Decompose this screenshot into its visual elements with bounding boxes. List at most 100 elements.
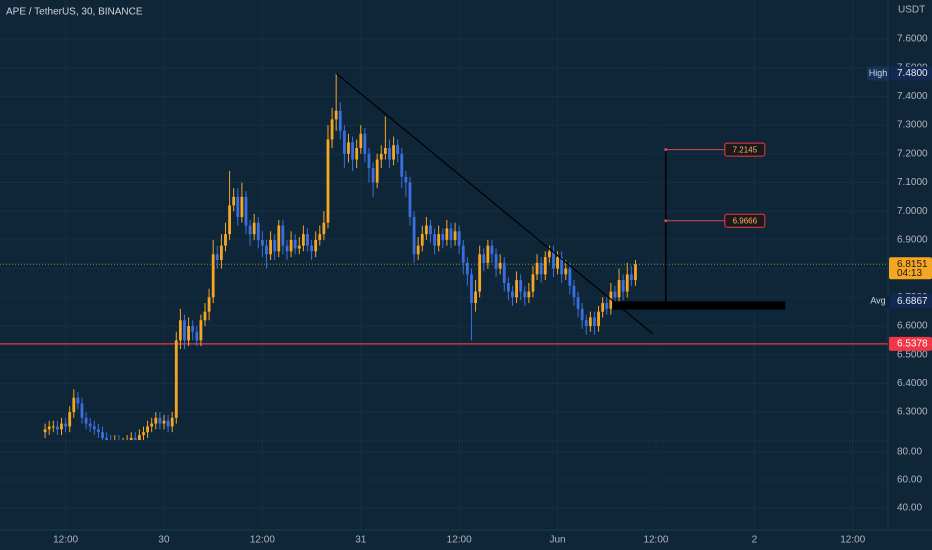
candle-body bbox=[388, 148, 391, 160]
candle-body bbox=[187, 326, 190, 341]
candle-body bbox=[634, 264, 637, 281]
x-tick-label: 2 bbox=[752, 535, 758, 546]
candle-body bbox=[564, 268, 568, 275]
candle-body bbox=[68, 412, 72, 427]
candle-body bbox=[420, 234, 424, 246]
target-label: 7.2145 bbox=[733, 145, 758, 154]
candle-body bbox=[474, 291, 477, 304]
candle-body bbox=[195, 331, 199, 341]
candle-body bbox=[224, 234, 227, 246]
candle-body bbox=[60, 423, 63, 430]
y-tick-label: 6.3000 bbox=[897, 407, 928, 418]
candle-body bbox=[375, 159, 379, 183]
candle-body bbox=[383, 148, 387, 154]
price-pane: 7.2145 6.9666 bbox=[0, 72, 888, 440]
candle-body bbox=[597, 311, 600, 327]
candle-body bbox=[453, 231, 457, 240]
avg-value-bg bbox=[890, 294, 932, 309]
candle-body bbox=[511, 291, 514, 298]
candle-body bbox=[318, 234, 322, 240]
candle-body bbox=[88, 423, 92, 427]
candle-body bbox=[260, 239, 264, 246]
high-tag-bg bbox=[867, 66, 889, 81]
candle-body bbox=[277, 225, 281, 252]
candle-body bbox=[416, 245, 420, 255]
candle-body bbox=[133, 437, 137, 440]
y-tick-label: 6.5000 bbox=[897, 349, 928, 360]
candle-body bbox=[502, 262, 506, 283]
grid-layer bbox=[0, 0, 888, 530]
candle-body bbox=[285, 245, 289, 252]
candle-body bbox=[306, 234, 309, 246]
candle-body bbox=[424, 225, 428, 235]
candle-body bbox=[625, 274, 629, 292]
candle-body bbox=[441, 234, 445, 240]
candle-body bbox=[445, 228, 449, 240]
candle-body bbox=[617, 280, 621, 298]
candle-body bbox=[494, 254, 498, 269]
candle-body bbox=[248, 225, 252, 235]
candle-body bbox=[281, 225, 285, 246]
x-tick-label: 12:00 bbox=[250, 535, 275, 546]
target-dot bbox=[664, 148, 668, 152]
candle-body bbox=[482, 254, 486, 263]
high-tag: High bbox=[869, 68, 888, 78]
candle-body bbox=[211, 254, 215, 298]
candle-body bbox=[55, 426, 59, 430]
candle-body bbox=[568, 268, 572, 286]
candle-body bbox=[101, 432, 104, 438]
candle-body bbox=[80, 403, 84, 418]
candle-body bbox=[244, 196, 248, 226]
candle-body bbox=[199, 320, 203, 341]
trendline bbox=[335, 72, 654, 335]
x-tick-label: 12:00 bbox=[840, 535, 865, 546]
candle-body bbox=[490, 245, 494, 255]
candle-body bbox=[142, 432, 145, 436]
candle-body bbox=[269, 239, 272, 255]
candle-body bbox=[465, 262, 469, 275]
y-tick-label: 7.3000 bbox=[897, 120, 928, 131]
y-tick-label: 7.2000 bbox=[897, 148, 928, 159]
y-tick-label: 6.6000 bbox=[897, 321, 928, 332]
y-tick-label: 7.1000 bbox=[897, 177, 928, 188]
target-box bbox=[724, 213, 766, 228]
x-tick-label: 12:00 bbox=[53, 535, 78, 546]
high-value: 7.4800 bbox=[897, 68, 928, 79]
y-tick-label: 6.4000 bbox=[897, 378, 928, 389]
candle-body bbox=[560, 257, 564, 275]
candle-body bbox=[326, 139, 330, 223]
target-label: 6.9666 bbox=[733, 216, 758, 225]
candle-body bbox=[515, 280, 518, 298]
candle-body bbox=[593, 317, 596, 327]
candle-body bbox=[408, 182, 412, 217]
candle-body bbox=[543, 257, 547, 275]
x-tick-label: 30 bbox=[158, 535, 170, 546]
level-label: 6.5378 bbox=[897, 338, 928, 349]
candle-body bbox=[252, 222, 256, 235]
candle-body bbox=[527, 291, 531, 298]
candle-body bbox=[396, 145, 400, 154]
candle-body bbox=[129, 437, 133, 440]
candle-body bbox=[178, 320, 182, 341]
axis-layer: 7.60007.50007.40007.30007.20007.10007.00… bbox=[53, 34, 932, 546]
zone-box bbox=[612, 301, 786, 310]
candle-body bbox=[162, 420, 166, 424]
avg-value: 6.6867 bbox=[897, 296, 928, 307]
candle-body bbox=[531, 274, 535, 292]
y-tick-label: 6.9000 bbox=[897, 235, 928, 246]
candle-body bbox=[367, 153, 371, 169]
candle-body bbox=[613, 291, 617, 298]
candle-body bbox=[191, 326, 195, 332]
candle-body bbox=[301, 234, 305, 246]
candle-body bbox=[478, 254, 482, 292]
x-tick-label: 12:00 bbox=[447, 535, 472, 546]
candle-body bbox=[240, 196, 244, 217]
candle-body bbox=[457, 231, 461, 246]
candle-body bbox=[76, 397, 80, 404]
high-value-bg bbox=[890, 66, 932, 81]
candle-body bbox=[535, 262, 539, 275]
candle-body bbox=[265, 245, 268, 255]
candle-body bbox=[392, 145, 395, 160]
candle-body bbox=[539, 262, 543, 275]
